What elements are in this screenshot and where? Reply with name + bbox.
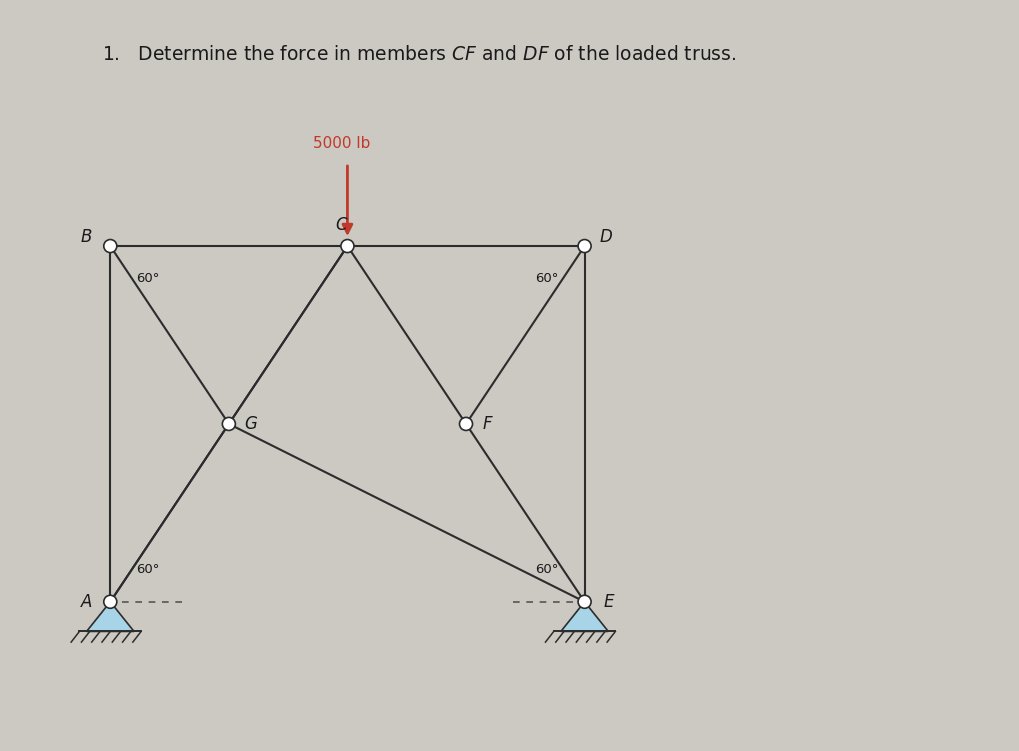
Text: 1.   Determine the force in members $CF$ and $DF$ of the loaded truss.: 1. Determine the force in members $CF$ a… — [102, 45, 736, 64]
Text: 60°: 60° — [137, 272, 160, 285]
Text: C: C — [335, 216, 347, 234]
Text: A: A — [81, 593, 92, 611]
Text: 60°: 60° — [535, 272, 558, 285]
Circle shape — [104, 240, 117, 252]
Text: 60°: 60° — [535, 562, 558, 576]
Polygon shape — [87, 602, 133, 632]
Polygon shape — [560, 602, 607, 632]
Circle shape — [578, 240, 591, 252]
Text: E: E — [602, 593, 613, 611]
Circle shape — [222, 418, 235, 430]
Circle shape — [578, 596, 591, 608]
Circle shape — [459, 418, 472, 430]
Text: 5000 lb: 5000 lb — [313, 136, 370, 151]
Text: 60°: 60° — [137, 562, 160, 576]
Text: B: B — [81, 228, 92, 246]
Circle shape — [104, 596, 117, 608]
Text: D: D — [599, 228, 611, 246]
Text: G: G — [244, 415, 257, 433]
Text: F: F — [482, 415, 492, 433]
Circle shape — [340, 240, 354, 252]
